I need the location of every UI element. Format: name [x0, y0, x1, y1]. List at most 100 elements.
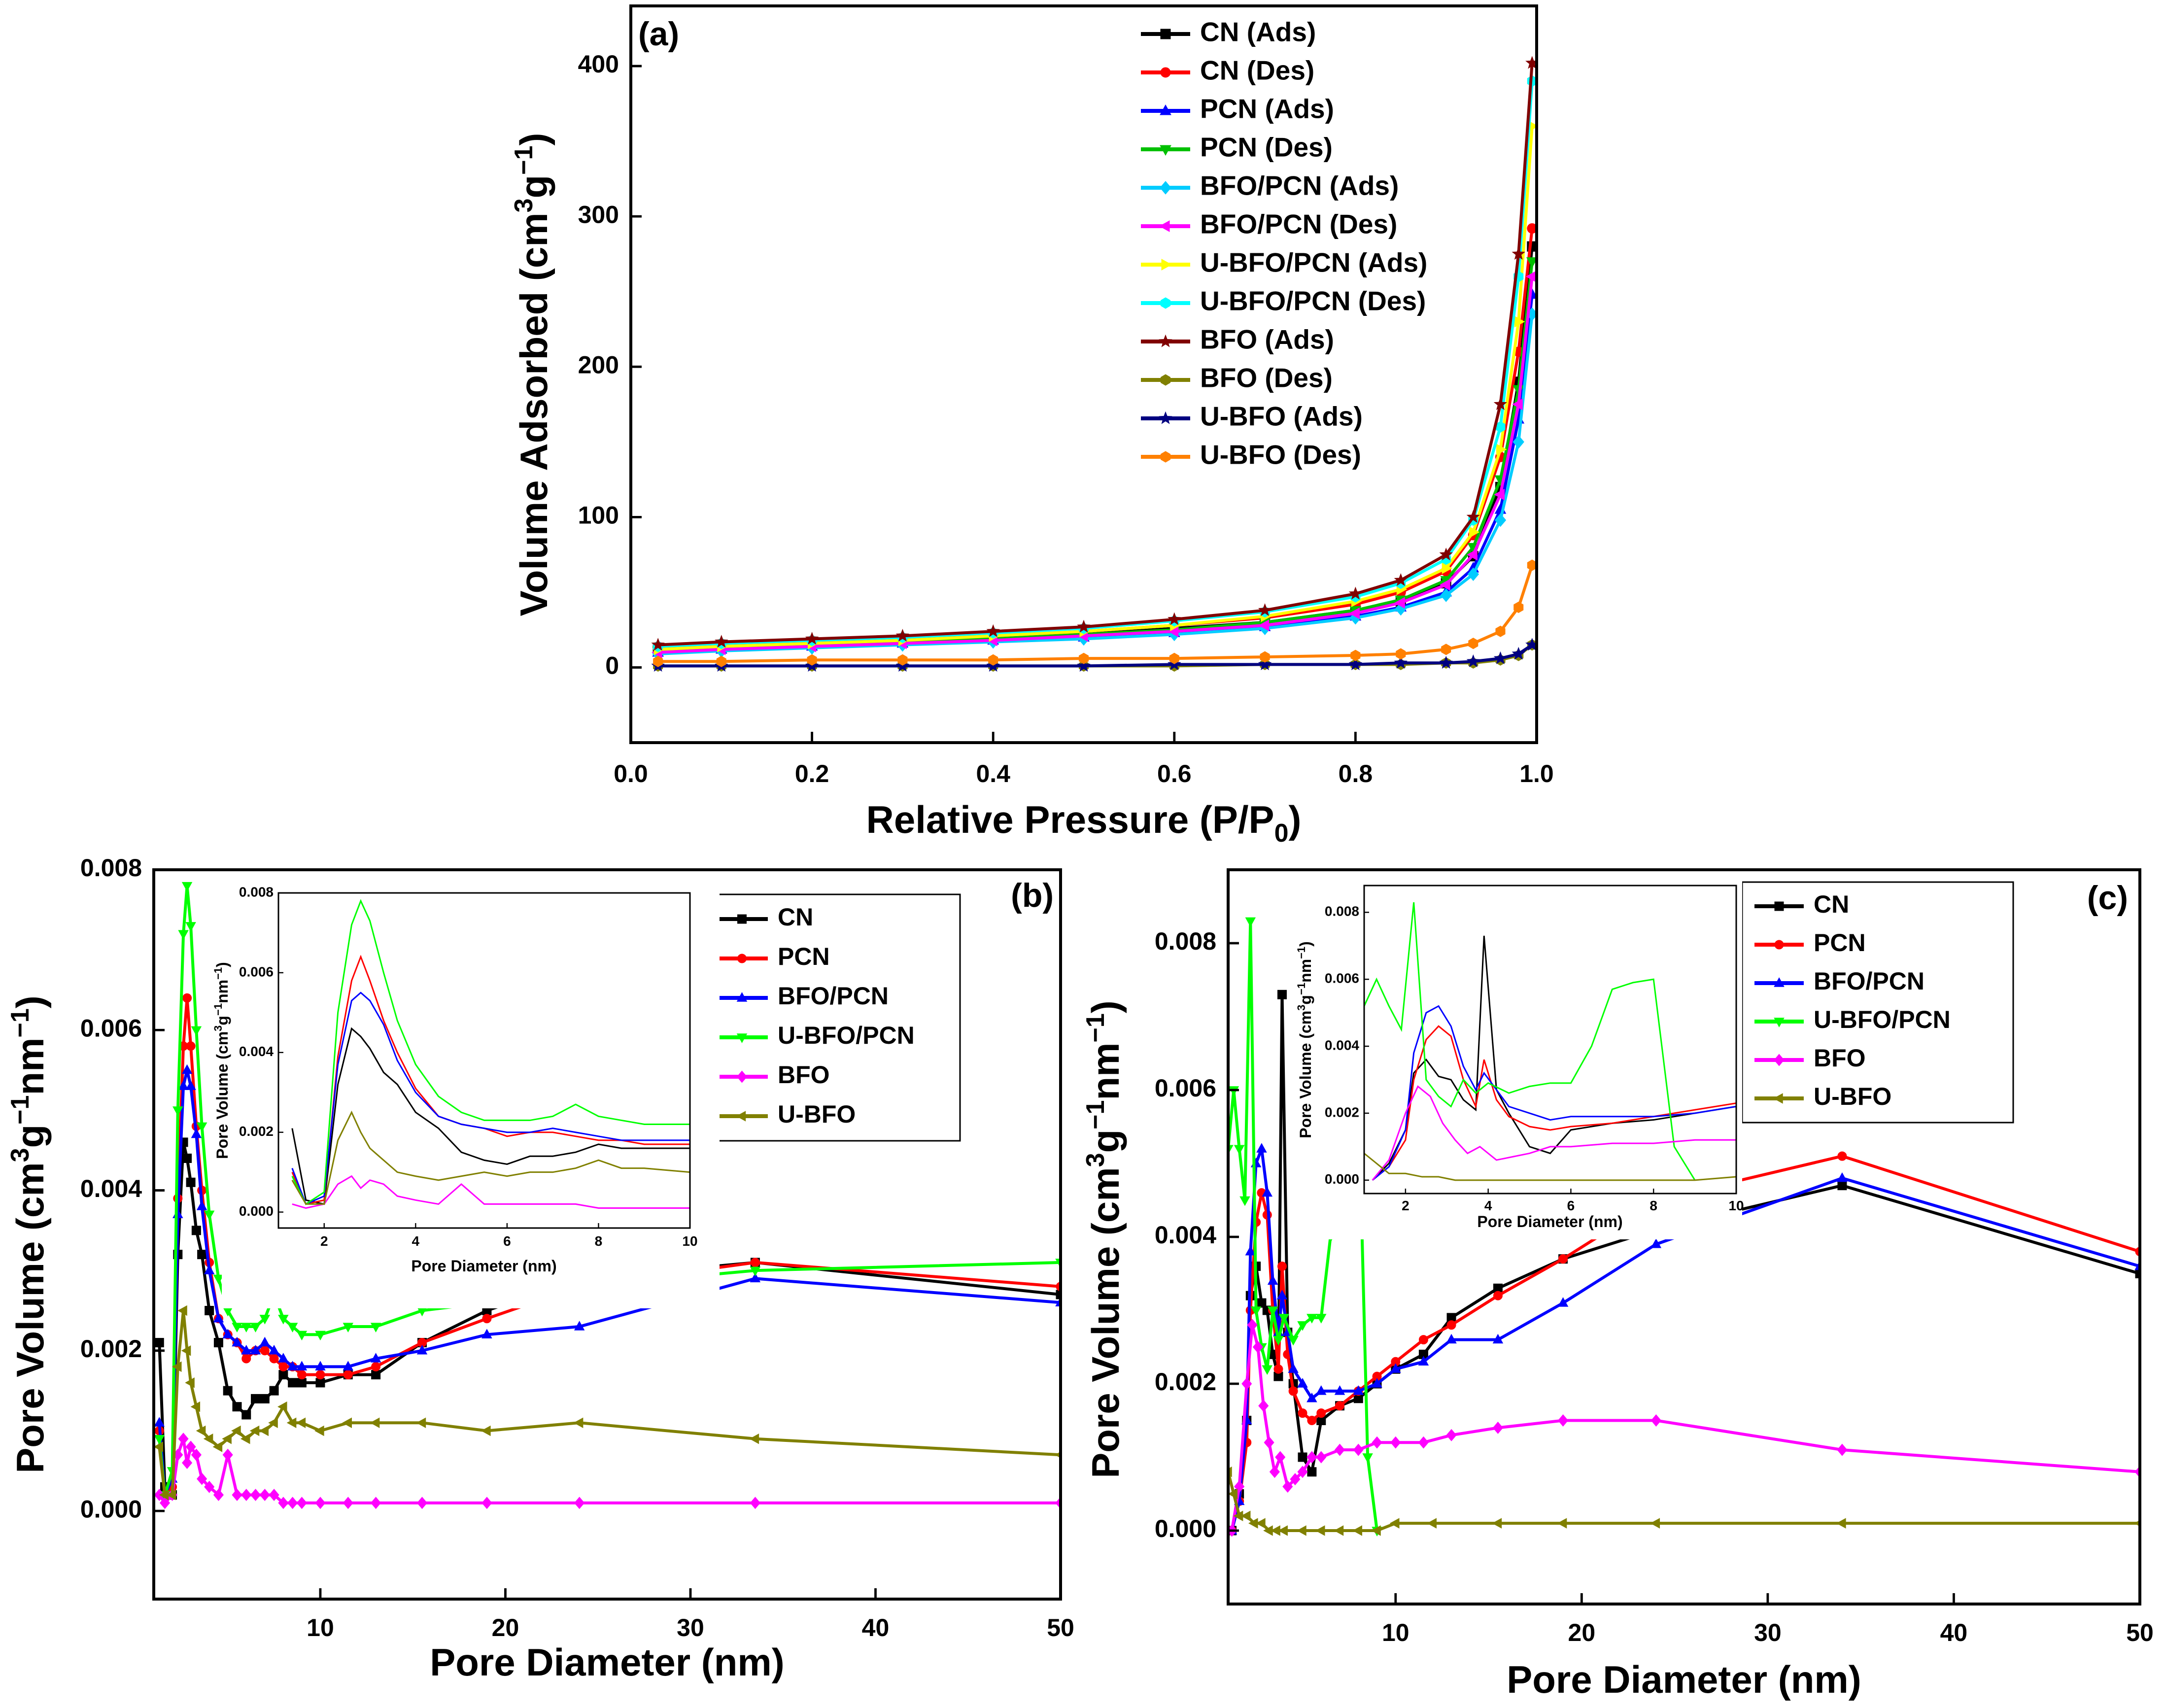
panel-c-legend-item-pcn: PCN — [1754, 929, 1866, 956]
panel-b-xlabel: Pore Diameter (nm) — [430, 1640, 785, 1684]
panel-b-legend-frame — [703, 893, 961, 1142]
panel-c-point-bfo — [1334, 1443, 1345, 1456]
panel-a-point-u-bfo-ads — [1466, 654, 1480, 667]
panel-a-legend-marker — [1160, 104, 1171, 115]
panel-c-point-bfo-pcn — [1390, 1363, 1401, 1373]
panel-b-point-u-bfo-pcn — [232, 1323, 242, 1332]
panel-a-point-bfo-pcn-ads — [1512, 435, 1524, 449]
panel-a-legend-item-bfo-ads: BFO (Ads) — [1141, 324, 1334, 355]
panel-a-xtick-label: 0.8 — [1339, 760, 1373, 787]
panel-b-point-bfo — [204, 1480, 215, 1493]
panel-b-xtick-label: 10 — [307, 1614, 334, 1641]
panel-c-label: (c) — [2087, 879, 2128, 917]
panel-c-point-pcn — [1335, 1401, 1345, 1411]
panel-b-legend-marker — [737, 954, 747, 963]
panel-a-label: (a) — [638, 15, 679, 53]
panel-c-inset-line-u-bfo-pcn — [1364, 902, 1696, 1181]
panel-b-inset-series-u-bfo — [291, 1110, 690, 1205]
panel-c-inset-series-pcn — [1372, 1025, 1736, 1181]
panel-c-ytick-label: 0.004 — [1155, 1221, 1216, 1249]
panel-b-point-bfo-pcn — [241, 1344, 252, 1355]
panel-b-point-bfo — [574, 1497, 585, 1509]
panel-a-xtick-label: 0.2 — [795, 760, 829, 787]
panel-b-point-bfo — [197, 1472, 207, 1485]
panel-b-point-bfo-pcn — [370, 1353, 381, 1363]
panel-c-series-bfo — [1228, 1319, 2140, 1537]
panel-c-point-cn — [2135, 1269, 2140, 1278]
panel-a-point-u-bfo-pcn-ads — [1496, 444, 1507, 455]
panel-a-point-u-bfo-ads — [1439, 655, 1453, 669]
panel-b-xtick-label: 30 — [677, 1614, 704, 1641]
panel-b-legend: CN PCN BFO/PCN U-BFO/PCN BFO U-BFO — [703, 893, 961, 1142]
panel-c-point-cn — [1277, 990, 1287, 999]
panel-c-point-pcn — [1307, 1416, 1317, 1425]
panel-a-point-bfo-pcn-des — [1349, 607, 1360, 619]
panel-c-plot-area — [1228, 917, 2140, 1537]
panel-c-legend-marker — [1774, 977, 1785, 987]
panel-a-point-bfo-ads — [1394, 573, 1408, 586]
panel-c-point-u-bfo — [1334, 1525, 1344, 1536]
panel-a-point-u-bfo-des — [1527, 559, 1537, 571]
panel-c-legend-marker — [1774, 940, 1784, 950]
panel-c-point-bfo — [1558, 1414, 1569, 1427]
panel-b-point-cn — [297, 1378, 307, 1388]
panel-c-point-u-bfo-pcn — [1297, 1321, 1308, 1331]
panel-b-point-bfo — [481, 1497, 492, 1509]
panel-a-point-u-bfo-des — [1078, 652, 1089, 664]
panel-a-point-bfo-pcn-des — [1467, 548, 1478, 561]
panel-b-inset-series-group — [291, 899, 690, 1209]
panel-a-point-u-bfo-des — [1441, 644, 1451, 655]
panel-b-point-u-bfo — [277, 1401, 287, 1412]
panel-a-point-u-bfo-pcn-ads — [1442, 562, 1453, 574]
panel-a-legend-label: PCN (Des) — [1200, 132, 1333, 163]
panel-c-point-bfo-pcn — [1316, 1385, 1327, 1395]
panel-b-xtick-label: 40 — [862, 1614, 890, 1641]
panel-b-point-u-bfo — [240, 1433, 250, 1444]
panel-c-legend: CN PCN BFO/PCN U-BFO/PCN BFO U-BFO — [1741, 881, 2014, 1124]
panel-c-point-bfo — [1241, 1377, 1252, 1390]
panel-b-series-bfo-pcn — [154, 1064, 1061, 1501]
panel-b-inset-frame — [277, 892, 691, 1229]
panel-b-point-bfo — [296, 1497, 307, 1509]
panel-b-point-u-bfo — [314, 1425, 324, 1436]
panel-c-point-bfo — [1492, 1421, 1504, 1434]
panel-b-point-bfo — [222, 1448, 233, 1461]
panel-b-point-cn — [232, 1402, 242, 1412]
panel-c-point-bfo — [1306, 1451, 1317, 1464]
panel-c-legend-marker — [1774, 901, 1784, 911]
panel-a-point-bfo-pcn-des — [1512, 398, 1523, 410]
panel-a-ytick-label: 400 — [578, 50, 619, 78]
panel-a-point-bfo-pcn-des — [1394, 597, 1405, 609]
panel-b-ytick-label: 0.006 — [80, 1014, 142, 1042]
panel-b-point-pcn — [371, 1362, 381, 1371]
panel-b-point-bfo — [750, 1497, 760, 1509]
panel-a-legend-marker — [1160, 145, 1171, 156]
panel-a-legend-label: U-BFO/PCN (Ads) — [1200, 247, 1427, 278]
panel-a-point-bfo-ads — [651, 638, 665, 651]
panel-c-inset-plot-area — [1364, 902, 1736, 1181]
panel-c-point-bfo-pcn — [1557, 1297, 1569, 1307]
panel-b-point-bfo-pcn — [222, 1329, 233, 1338]
panel-b-point-u-bfo — [296, 1417, 306, 1428]
panel-b-point-u-bfo — [185, 1377, 195, 1388]
panel-b-series-bfo — [154, 1433, 1061, 1509]
panel-c-point-bfo-pcn — [1492, 1333, 1504, 1344]
panel-a-point-u-bfo-ads — [1493, 651, 1508, 664]
panel-a-legend-label: U-BFO (Ads) — [1200, 401, 1363, 432]
panel-b-inset-line-cn — [291, 1027, 690, 1205]
panel-b-point-bfo-pcn — [154, 1417, 165, 1427]
panel-b-point-u-bfo-pcn — [296, 1331, 308, 1341]
panel-b-point-bfo-pcn — [315, 1361, 326, 1371]
panel-b-point-bfo — [250, 1489, 261, 1502]
panel-a-plot-area — [651, 56, 1537, 672]
panel-c-point-u-bfo — [1371, 1525, 1381, 1536]
panel-a-ytick-label: 100 — [578, 502, 619, 529]
panel-c-point-u-bfo — [1315, 1525, 1325, 1536]
panel-b-inset-ticks: 2 4 6 8 10 0.000 0.002 0.004 0.006 0.008 — [239, 884, 698, 1249]
panel-b-point-u-bfo — [154, 1441, 163, 1452]
panel-a-point-bfo-ads — [1439, 547, 1453, 561]
panel-c-series-group — [1228, 917, 2140, 1537]
panel-c-point-u-bfo-pcn — [1262, 1365, 1273, 1375]
panel-c-point-cn — [1298, 1452, 1307, 1462]
